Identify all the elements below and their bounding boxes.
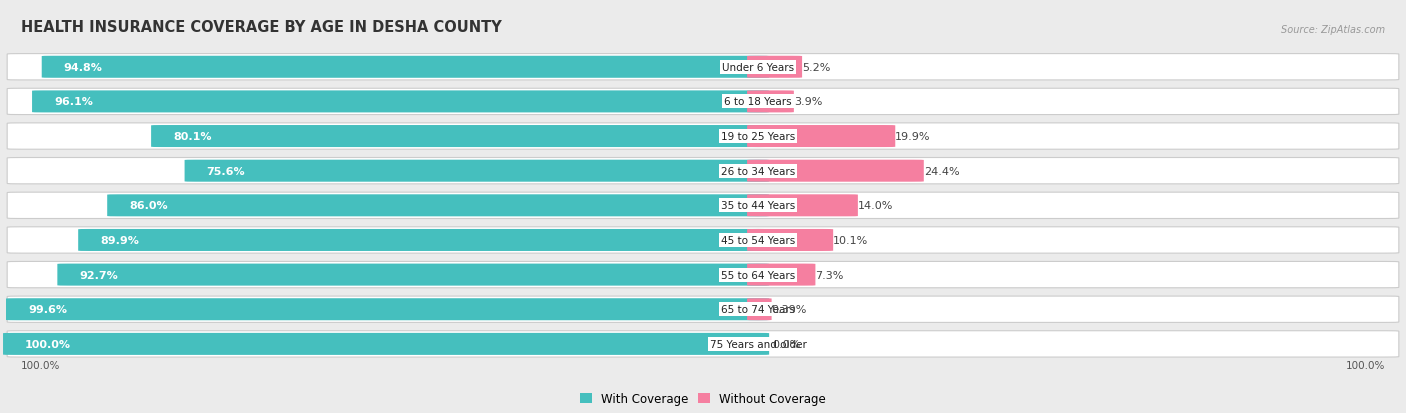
FancyBboxPatch shape xyxy=(747,195,858,217)
Text: 55 to 64 Years: 55 to 64 Years xyxy=(721,270,796,280)
Text: 99.6%: 99.6% xyxy=(28,304,67,314)
FancyBboxPatch shape xyxy=(184,160,769,182)
FancyBboxPatch shape xyxy=(7,331,1399,357)
Legend: With Coverage, Without Coverage: With Coverage, Without Coverage xyxy=(575,387,831,410)
Text: 92.7%: 92.7% xyxy=(79,270,118,280)
Text: 89.9%: 89.9% xyxy=(100,235,139,245)
Text: 45 to 54 Years: 45 to 54 Years xyxy=(721,235,796,245)
Text: 65 to 74 Years: 65 to 74 Years xyxy=(721,304,796,314)
FancyBboxPatch shape xyxy=(747,299,772,320)
Text: 6 to 18 Years: 6 to 18 Years xyxy=(724,97,792,107)
Text: 75.6%: 75.6% xyxy=(207,166,245,176)
Text: 7.3%: 7.3% xyxy=(815,270,844,280)
Text: 14.0%: 14.0% xyxy=(858,201,893,211)
Text: 24.4%: 24.4% xyxy=(924,166,959,176)
Text: 10.1%: 10.1% xyxy=(834,235,869,245)
Text: 94.8%: 94.8% xyxy=(63,63,103,73)
Text: 100.0%: 100.0% xyxy=(1346,360,1385,370)
FancyBboxPatch shape xyxy=(3,333,769,355)
Text: 19 to 25 Years: 19 to 25 Years xyxy=(721,132,796,142)
FancyBboxPatch shape xyxy=(58,264,769,286)
FancyBboxPatch shape xyxy=(747,160,924,182)
FancyBboxPatch shape xyxy=(42,57,769,78)
Text: HEALTH INSURANCE COVERAGE BY AGE IN DESHA COUNTY: HEALTH INSURANCE COVERAGE BY AGE IN DESH… xyxy=(21,20,502,35)
Text: 100.0%: 100.0% xyxy=(21,360,60,370)
Text: Under 6 Years: Under 6 Years xyxy=(723,63,794,73)
Text: 75 Years and older: 75 Years and older xyxy=(710,339,807,349)
FancyBboxPatch shape xyxy=(7,297,1399,323)
FancyBboxPatch shape xyxy=(747,264,815,286)
FancyBboxPatch shape xyxy=(7,158,1399,184)
FancyBboxPatch shape xyxy=(79,229,769,252)
FancyBboxPatch shape xyxy=(150,126,769,148)
Text: 3.9%: 3.9% xyxy=(794,97,823,107)
FancyBboxPatch shape xyxy=(747,91,794,113)
FancyBboxPatch shape xyxy=(7,55,1399,81)
FancyBboxPatch shape xyxy=(747,57,801,78)
FancyBboxPatch shape xyxy=(7,89,1399,115)
FancyBboxPatch shape xyxy=(7,193,1399,219)
FancyBboxPatch shape xyxy=(7,123,1399,150)
Text: 80.1%: 80.1% xyxy=(173,132,212,142)
Text: 0.39%: 0.39% xyxy=(772,304,807,314)
FancyBboxPatch shape xyxy=(747,229,834,252)
Text: 86.0%: 86.0% xyxy=(129,201,167,211)
Text: 19.9%: 19.9% xyxy=(896,132,931,142)
FancyBboxPatch shape xyxy=(32,91,769,113)
FancyBboxPatch shape xyxy=(7,227,1399,254)
Text: 0.0%: 0.0% xyxy=(772,339,800,349)
Text: 100.0%: 100.0% xyxy=(25,339,72,349)
Text: 26 to 34 Years: 26 to 34 Years xyxy=(721,166,796,176)
FancyBboxPatch shape xyxy=(7,262,1399,288)
FancyBboxPatch shape xyxy=(107,195,769,217)
FancyBboxPatch shape xyxy=(747,126,896,148)
Text: 96.1%: 96.1% xyxy=(53,97,93,107)
Text: 35 to 44 Years: 35 to 44 Years xyxy=(721,201,796,211)
FancyBboxPatch shape xyxy=(6,299,769,320)
Text: Source: ZipAtlas.com: Source: ZipAtlas.com xyxy=(1281,25,1385,35)
Text: 5.2%: 5.2% xyxy=(801,63,831,73)
